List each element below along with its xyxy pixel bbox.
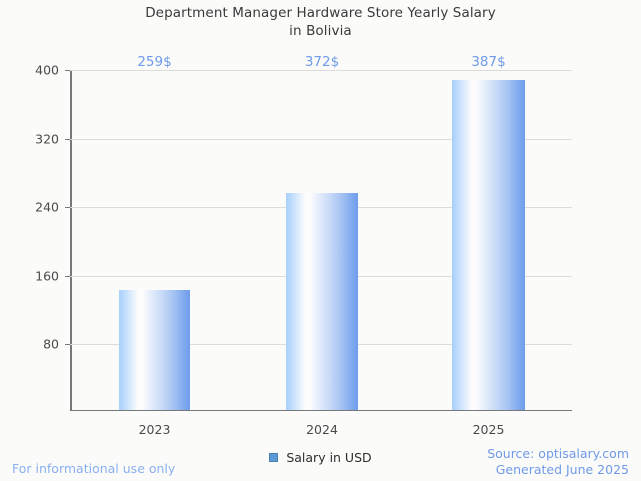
disclaimer-text: For informational use only: [12, 461, 176, 476]
legend-swatch-icon: [269, 453, 279, 462]
chart-title-line-2: in Bolivia: [289, 23, 352, 39]
x-tick-label-2024: 2024: [306, 422, 338, 437]
y-tick-mark-80: [65, 344, 70, 345]
y-axis-line: [70, 70, 72, 411]
chart-plot-area: 400 320 240 160 80 259$ 2023 372$ 2024 3…: [35, 54, 572, 437]
bar-2023[interactable]: [119, 290, 190, 410]
y-tick-label-160: 160: [35, 268, 59, 283]
bar-value-2024: 372$: [304, 54, 340, 70]
bar-2025[interactable]: [452, 80, 525, 410]
legend-item-label[interactable]: Salary in USD: [286, 450, 372, 465]
chart-legend: Salary in USD: [0, 450, 641, 465]
y-tick-mark-160: [65, 275, 70, 277]
x-tick-label-2025: 2025: [472, 422, 505, 437]
x-tick-label-2023: 2023: [138, 422, 171, 437]
gridline-400: [70, 70, 572, 71]
y-tick-mark-400: [65, 70, 70, 71]
y-tick-label-240: 240: [35, 199, 59, 215]
y-tick-mark-320: [65, 138, 70, 140]
source-block: Source: optisalary.com Generated June 20…: [487, 446, 629, 478]
bar-2024[interactable]: [286, 193, 358, 410]
gridline-320: [70, 138, 572, 140]
y-tick-label-320: 320: [35, 131, 59, 146]
source-text: Source: optisalary.com: [487, 446, 629, 461]
y-tick-mark-240: [65, 207, 70, 208]
x-axis-line: [70, 409, 572, 411]
generated-text: Generated June 2025: [495, 462, 629, 477]
bar-value-2025: 387$: [471, 54, 506, 70]
y-tick-label-400: 400: [35, 62, 59, 78]
chart-title-line-1: Department Manager Hardware Store Yearly…: [145, 5, 496, 21]
bar-value-2023: 259$: [137, 54, 172, 70]
page-title: Department Manager Hardware Store Yearly…: [0, 4, 641, 40]
y-tick-label-80: 80: [43, 336, 59, 352]
